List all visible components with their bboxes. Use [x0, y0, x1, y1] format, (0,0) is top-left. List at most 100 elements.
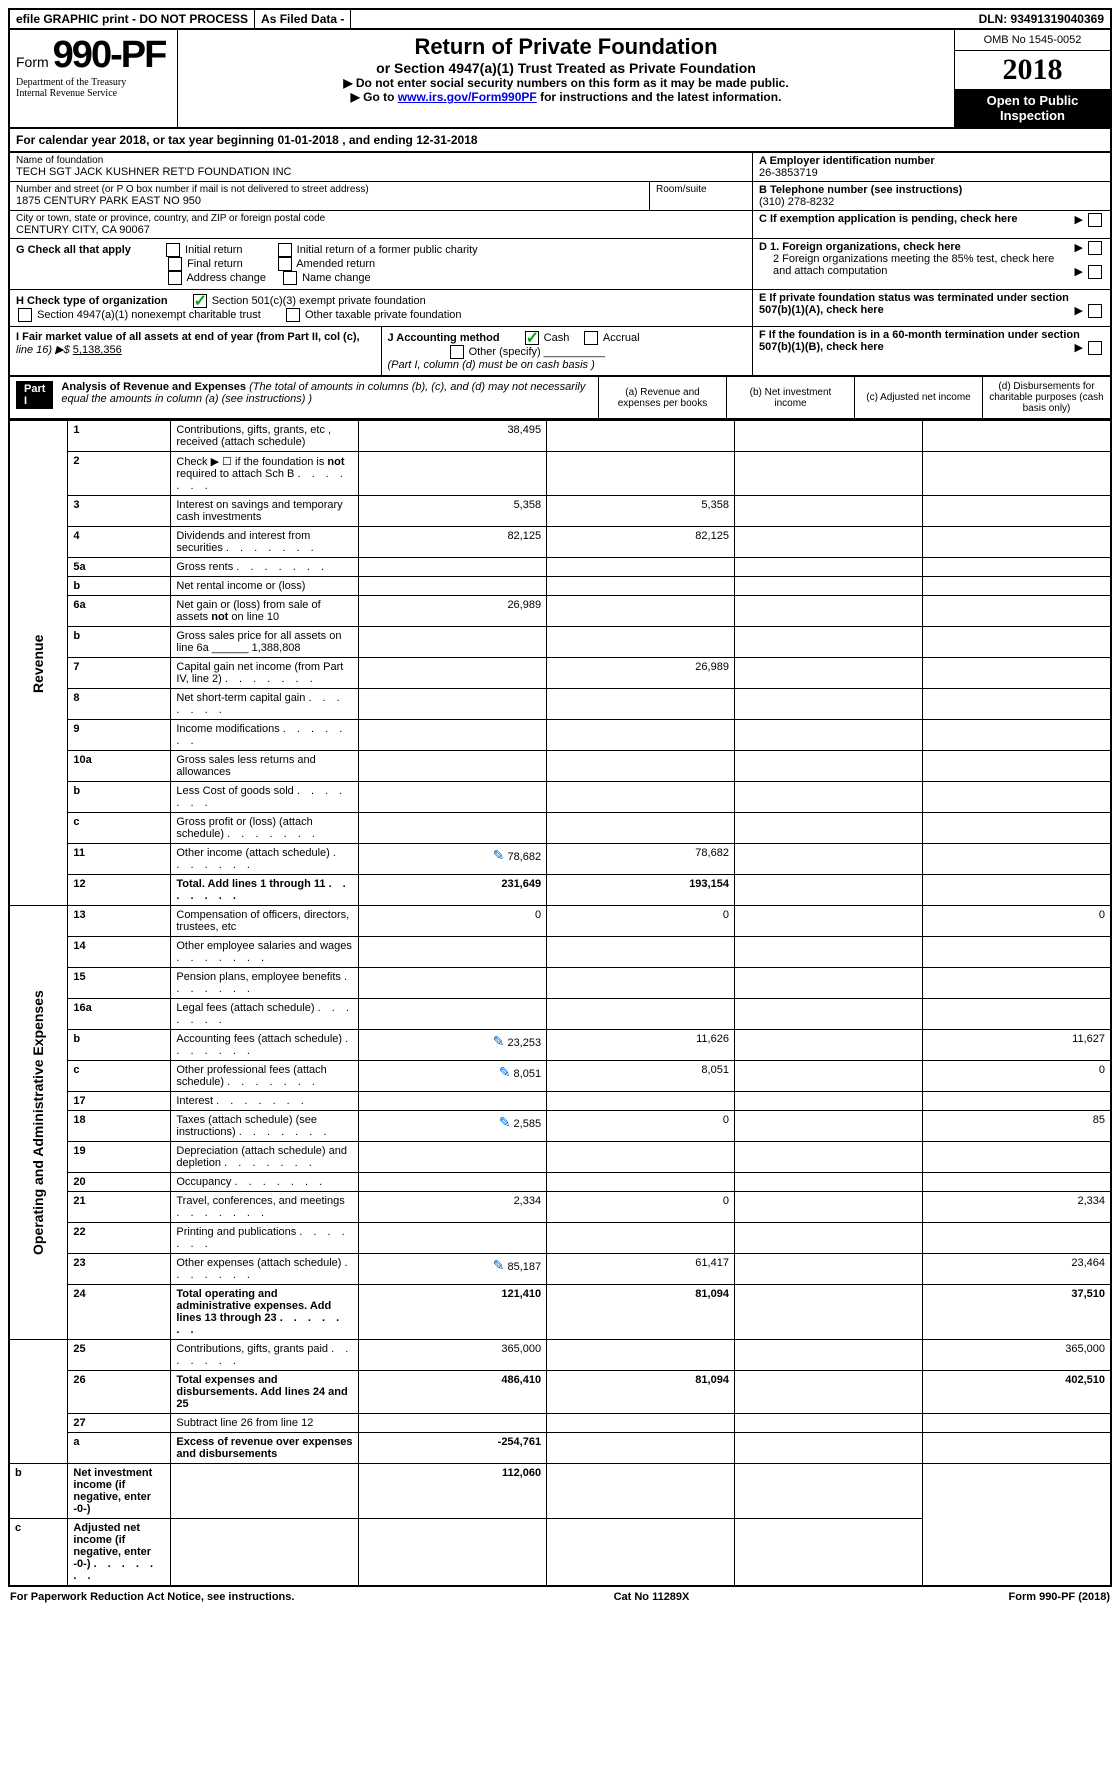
table-row: 7Capital gain net income (from Part IV, … — [9, 658, 1111, 689]
cell-col-a — [359, 689, 547, 720]
cell-col-b: 26,989 — [547, 658, 735, 689]
j2-checkbox[interactable] — [584, 331, 598, 345]
form-word: Form — [16, 54, 49, 70]
h1-checkbox[interactable] — [193, 294, 207, 308]
cell-col-c — [734, 720, 922, 751]
row-number: 20 — [68, 1173, 171, 1192]
part1-label: Part I — [16, 381, 53, 409]
table-row: 6aNet gain or (loss) from sale of assets… — [9, 596, 1111, 627]
row-number: 12 — [68, 875, 171, 906]
cell-col-a — [359, 558, 547, 577]
table-row: 9Income modifications . . . . . . . — [9, 720, 1111, 751]
cell-col-a — [359, 577, 547, 596]
note-ssn: ▶ Do not enter social security numbers o… — [186, 76, 946, 90]
cell-col-d — [922, 421, 1111, 452]
row-number: 26 — [68, 1371, 171, 1414]
cell-col-d — [922, 658, 1111, 689]
info-h-row: H Check type of organization Section 501… — [8, 290, 1112, 327]
row-number: 17 — [68, 1092, 171, 1111]
col-b-head: (b) Net investment income — [726, 377, 854, 418]
e-checkbox[interactable] — [1088, 304, 1102, 318]
cell-col-b — [547, 1340, 735, 1371]
table-row: 19Depreciation (attach schedule) and dep… — [9, 1142, 1111, 1173]
row-number: c — [9, 1519, 68, 1587]
cell-col-b — [547, 720, 735, 751]
h3-checkbox[interactable] — [286, 308, 300, 322]
cell-col-b — [547, 596, 735, 627]
cell-col-d — [922, 596, 1111, 627]
cell-col-a: 486,410 — [359, 1371, 547, 1414]
col-d-head: (d) Disbursements for charitable purpose… — [982, 377, 1110, 418]
g4-checkbox[interactable] — [278, 257, 292, 271]
cell-col-b: 78,682 — [547, 844, 735, 875]
j3-checkbox[interactable] — [450, 345, 464, 359]
d1-checkbox[interactable] — [1088, 241, 1102, 255]
cell-col-a — [359, 1092, 547, 1111]
row-number: c — [68, 1061, 171, 1092]
irs-link[interactable]: www.irs.gov/Form990PF — [398, 90, 537, 104]
row-desc: Total. Add lines 1 through 11 . . . . . … — [171, 875, 359, 906]
info-g-row: G Check all that apply Initial return In… — [8, 239, 1112, 290]
g2-checkbox[interactable] — [278, 243, 292, 257]
table-row: 8Net short-term capital gain . . . . . .… — [9, 689, 1111, 720]
cell-col-a: ✎ 2,585 — [359, 1111, 547, 1142]
cell-col-d: 2,334 — [922, 1192, 1111, 1223]
table-row: 5aGross rents . . . . . . . — [9, 558, 1111, 577]
table-row: aExcess of revenue over expenses and dis… — [9, 1433, 1111, 1464]
cell-col-b — [547, 452, 735, 496]
j1-checkbox[interactable] — [525, 331, 539, 345]
cell-col-b: 0 — [547, 1111, 735, 1142]
row-desc: Subtract line 26 from line 12 — [171, 1414, 359, 1433]
dept-treasury: Department of the Treasury — [16, 77, 171, 88]
g6-checkbox[interactable] — [283, 271, 297, 285]
f-checkbox[interactable] — [1088, 341, 1102, 355]
cell-col-c — [734, 421, 922, 452]
cell-col-d — [922, 452, 1111, 496]
table-row: bNet investment income (if negative, ent… — [9, 1464, 1111, 1519]
phone-label: B Telephone number (see instructions) — [759, 184, 1104, 196]
row-desc: Printing and publications . . . . . . . — [171, 1223, 359, 1254]
cell-col-c — [734, 844, 922, 875]
attachment-icon[interactable]: ✎ — [499, 1114, 511, 1130]
g5-checkbox[interactable] — [168, 271, 182, 285]
row-desc: Compensation of officers, directors, tru… — [171, 906, 359, 937]
cell-col-c — [734, 596, 922, 627]
form-subtitle: or Section 4947(a)(1) Trust Treated as P… — [186, 60, 946, 76]
attachment-icon[interactable]: ✎ — [493, 1257, 505, 1273]
side-revenue: Revenue — [9, 421, 68, 906]
g3-checkbox[interactable] — [168, 257, 182, 271]
row-number: b — [9, 1464, 68, 1519]
cell-col-b: 11,626 — [547, 1030, 735, 1061]
phone-value: (310) 278-8232 — [759, 196, 1104, 208]
c-checkbox[interactable] — [1088, 213, 1102, 227]
cell-col-a: 5,358 — [359, 496, 547, 527]
attachment-icon[interactable]: ✎ — [493, 847, 505, 863]
table-row: 12Total. Add lines 1 through 11 . . . . … — [9, 875, 1111, 906]
info-city-row: City or town, state or province, country… — [8, 211, 1112, 239]
cell-col-b — [547, 937, 735, 968]
cell-col-b — [359, 1519, 547, 1587]
row-desc: Other expenses (attach schedule) . . . .… — [171, 1254, 359, 1285]
row-number: 9 — [68, 720, 171, 751]
g1-checkbox[interactable] — [166, 243, 180, 257]
cell-col-d — [922, 1173, 1111, 1192]
row-number: 23 — [68, 1254, 171, 1285]
cell-col-b — [547, 627, 735, 658]
note-goto-pre: ▶ Go to — [351, 90, 398, 104]
table-row: 27Subtract line 26 from line 12 — [9, 1414, 1111, 1433]
cell-col-a: ✎ 23,253 — [359, 1030, 547, 1061]
table-row: 4Dividends and interest from securities … — [9, 527, 1111, 558]
cell-col-a — [359, 452, 547, 496]
attachment-icon[interactable]: ✎ — [499, 1064, 511, 1080]
cell-col-c — [734, 751, 922, 782]
cell-col-a — [359, 937, 547, 968]
cell-col-c — [734, 527, 922, 558]
attachment-icon[interactable]: ✎ — [493, 1033, 505, 1049]
d2-checkbox[interactable] — [1088, 265, 1102, 279]
row-desc: Other income (attach schedule) . . . . .… — [171, 844, 359, 875]
cell-col-c — [734, 658, 922, 689]
table-row: bGross sales price for all assets on lin… — [9, 627, 1111, 658]
cell-col-d — [922, 844, 1111, 875]
cell-col-d — [922, 968, 1111, 999]
h2-checkbox[interactable] — [18, 308, 32, 322]
